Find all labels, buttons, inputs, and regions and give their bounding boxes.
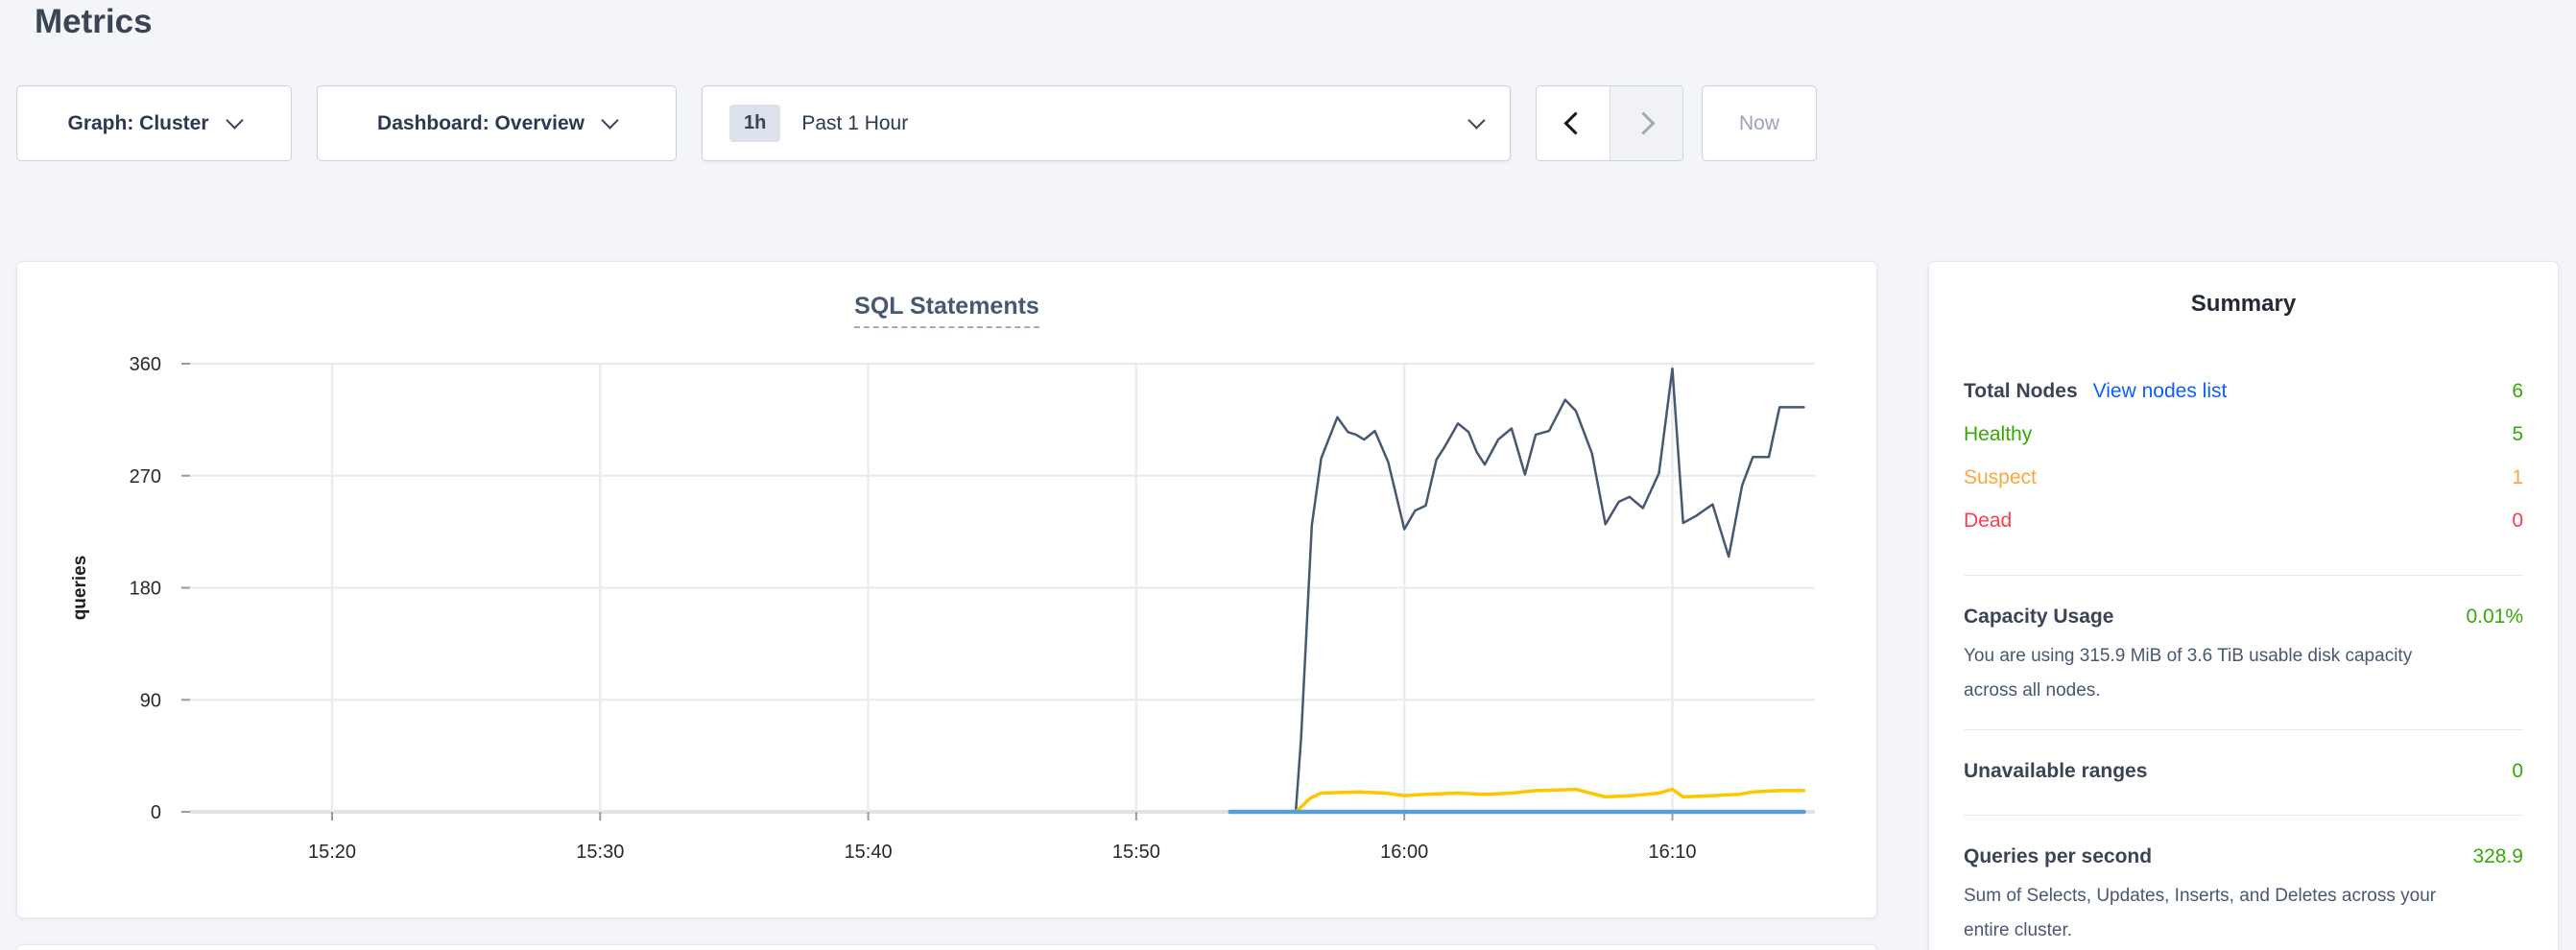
dashboard-dropdown[interactable]: Dashboard: Overview [317, 85, 677, 161]
graph-dropdown[interactable]: Graph: Cluster [16, 85, 292, 161]
chevron-down-icon [225, 111, 244, 130]
y-tick-label: 180 [130, 579, 161, 600]
yellow-line [1228, 787, 1806, 814]
x-tick-label: 15:20 [308, 842, 356, 863]
queries-per-second-label: Queries per second [1964, 845, 2153, 867]
capacity-usage-description: You are using 315.9 MiB of 3.6 TiB usabl… [1964, 646, 2413, 701]
dead-nodes-row: Dead 0 [1964, 506, 2523, 536]
next-chart-card [16, 944, 1877, 950]
navy-line [1228, 367, 1805, 814]
now-button-label: Now [1738, 111, 1779, 134]
page-title: Metrics [35, 3, 153, 40]
queries-per-second-description: Sum of Selects, Updates, Inserts, and De… [1964, 886, 2437, 940]
dashboard-dropdown-label: Dashboard: Overview [377, 111, 584, 134]
summary-title: Summary [2190, 291, 2297, 317]
chevron-down-icon [601, 111, 619, 130]
total-nodes-label: Total Nodes [1964, 380, 2078, 402]
x-tick-label: 15:30 [576, 842, 624, 863]
divider [1964, 815, 2523, 816]
summary-panel: Summary Total Nodes View nodes list 6 He… [1928, 261, 2559, 950]
time-range-badge: 1h [729, 105, 781, 142]
divider [1964, 575, 2523, 576]
x-tick-label: 16:10 [1648, 842, 1696, 863]
healthy-value: 5 [2512, 423, 2523, 445]
suspect-nodes-row: Suspect 1 [1964, 463, 2523, 493]
queries-per-second-value: 328.9 [2472, 845, 2523, 867]
dead-value: 0 [2512, 510, 2523, 532]
unavailable-ranges-row: Unavailable ranges 0 [1964, 756, 2523, 787]
y-tick-label: 90 [140, 690, 161, 711]
graph-dropdown-label: Graph: Cluster [67, 111, 209, 134]
chevron-left-icon [1563, 111, 1587, 135]
time-step-buttons [1536, 85, 1683, 161]
capacity-usage-label: Capacity Usage [1964, 606, 2114, 628]
sql-statements-chart: 0 90 180 270 360 15:20 15:30 15:40 15:50 16:00 16:… [70, 354, 1815, 863]
x-tick-label: 15:50 [1112, 842, 1160, 863]
next-time-button[interactable] [1609, 86, 1682, 160]
capacity-usage-row: Capacity Usage 0.01% [1964, 602, 2523, 632]
time-range-selector[interactable]: 1h Past 1 Hour [702, 85, 1511, 161]
healthy-nodes-row: Healthy 5 [1964, 419, 2523, 450]
prev-time-button[interactable] [1537, 86, 1610, 160]
total-nodes-row: Total Nodes View nodes list 6 [1964, 376, 2523, 407]
unavailable-ranges-label: Unavailable ranges [1964, 760, 2148, 782]
x-tick-label: 15:40 [845, 842, 893, 863]
chevron-right-icon [1632, 111, 1656, 135]
queries-per-second-row: Queries per second 328.9 [1964, 842, 2523, 872]
suspect-value: 1 [2512, 466, 2523, 488]
capacity-usage-value: 0.01% [2466, 606, 2523, 628]
view-nodes-list-link[interactable]: View nodes list [2092, 380, 2228, 402]
y-tick-label: 0 [151, 802, 161, 823]
y-tick-label: 360 [130, 354, 161, 375]
divider [1964, 729, 2523, 730]
unavailable-ranges-value: 0 [2512, 760, 2523, 782]
y-tick-label: 270 [130, 466, 161, 487]
dead-label: Dead [1964, 510, 2013, 532]
now-button[interactable]: Now [1702, 85, 1817, 161]
chart-title[interactable]: SQL Statements [17, 293, 1876, 328]
suspect-label: Suspect [1964, 466, 2037, 488]
sql-statements-chart-card: SQL Statements 0 90 180 270 360 15:20 15:30 15:… [16, 261, 1877, 918]
healthy-label: Healthy [1964, 423, 2033, 445]
y-axis-label: queries [70, 556, 90, 621]
total-nodes-value: 6 [2512, 380, 2523, 402]
time-range-label: Past 1 Hour [801, 111, 909, 134]
x-tick-label: 16:00 [1380, 842, 1428, 863]
chevron-down-icon [1467, 111, 1486, 130]
